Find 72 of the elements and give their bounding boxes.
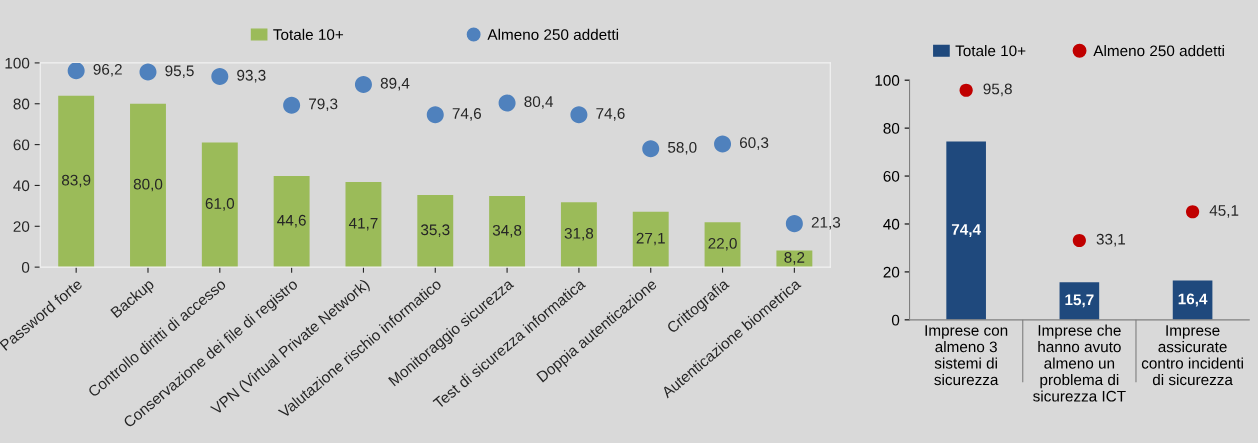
data-label: 93,3 xyxy=(237,69,266,83)
point xyxy=(1072,233,1086,248)
y-tick-label: 100 xyxy=(5,57,30,69)
y-tick-label: 80 xyxy=(883,122,900,134)
data-label: 21,3 xyxy=(811,216,841,230)
point xyxy=(714,135,732,153)
data-label: 41,7 xyxy=(348,217,378,231)
y-tick-label: 60 xyxy=(13,139,30,151)
bar xyxy=(417,195,454,268)
bar xyxy=(489,196,526,268)
x-tick-label: Imprese che hanno avuto almeno un problema di sicurezza ICT xyxy=(1033,324,1126,402)
bar xyxy=(130,103,166,268)
bar xyxy=(58,95,95,268)
data-label: 79,3 xyxy=(309,98,338,112)
data-label: 60,3 xyxy=(739,137,769,150)
data-label: 33,1 xyxy=(1096,233,1126,247)
legend-label: Almeno 250 addetti xyxy=(487,28,619,41)
data-label: 74,4 xyxy=(951,224,981,238)
y-tick-label: 0 xyxy=(21,262,30,273)
y-tick-label: 80 xyxy=(13,98,30,110)
point xyxy=(498,94,516,112)
x-tick-label: Imprese assicurate contro incidenti di sicurezza xyxy=(1141,325,1243,386)
point xyxy=(642,140,660,158)
data-label: 31,8 xyxy=(564,227,594,241)
data-label: 15,7 xyxy=(1065,294,1094,308)
y-tick-label: 20 xyxy=(13,221,30,232)
bar xyxy=(345,181,382,268)
bar xyxy=(632,211,669,268)
legend-label: Totale 10+ xyxy=(273,28,344,41)
y-tick-label: 60 xyxy=(883,170,900,182)
data-label: 96,2 xyxy=(93,63,122,77)
data-label: 45,1 xyxy=(1209,205,1239,218)
y-tick-label: 20 xyxy=(883,266,900,278)
legend-label: Almeno 250 addetti xyxy=(1093,45,1224,57)
data-label: 80,4 xyxy=(524,96,554,109)
data-label: 83,9 xyxy=(61,174,91,188)
point xyxy=(139,63,157,81)
data-label: 16,4 xyxy=(1178,293,1208,307)
point xyxy=(1186,205,1200,219)
point xyxy=(570,106,588,124)
legend-label: Totale 10+ xyxy=(955,45,1026,57)
point xyxy=(354,76,372,94)
data-label: 74,6 xyxy=(452,108,481,121)
data-label: 27,1 xyxy=(636,232,665,246)
data-label: 80,0 xyxy=(133,178,163,192)
point xyxy=(283,96,301,114)
data-label: 44,6 xyxy=(277,214,306,228)
point xyxy=(426,106,444,124)
data-label: 34,8 xyxy=(492,224,522,238)
bar xyxy=(946,141,986,320)
y-tick-label: 100 xyxy=(875,75,900,86)
data-label: 61,0 xyxy=(205,198,235,211)
data-label: 58,0 xyxy=(668,141,697,155)
data-label: 35,3 xyxy=(420,224,450,237)
point xyxy=(785,215,803,233)
bar xyxy=(273,176,310,268)
data-label: 95,8 xyxy=(983,83,1012,97)
point xyxy=(211,68,229,86)
y-tick-label: 40 xyxy=(883,218,900,230)
point xyxy=(959,83,973,97)
bar xyxy=(201,142,238,268)
bar xyxy=(704,222,741,268)
x-tick-label: Imprese con almeno 3 sistemi di sicurezza xyxy=(925,325,1008,386)
data-label: 95,5 xyxy=(165,65,194,78)
bar xyxy=(560,202,597,268)
data-label: 22,0 xyxy=(708,237,737,251)
data-label: 89,4 xyxy=(380,77,410,91)
data-label: 74,6 xyxy=(596,108,625,121)
y-tick-label: 40 xyxy=(13,180,30,192)
data-label: 8,2 xyxy=(784,252,805,265)
y-tick-label: 0 xyxy=(891,314,900,326)
point xyxy=(67,62,85,80)
